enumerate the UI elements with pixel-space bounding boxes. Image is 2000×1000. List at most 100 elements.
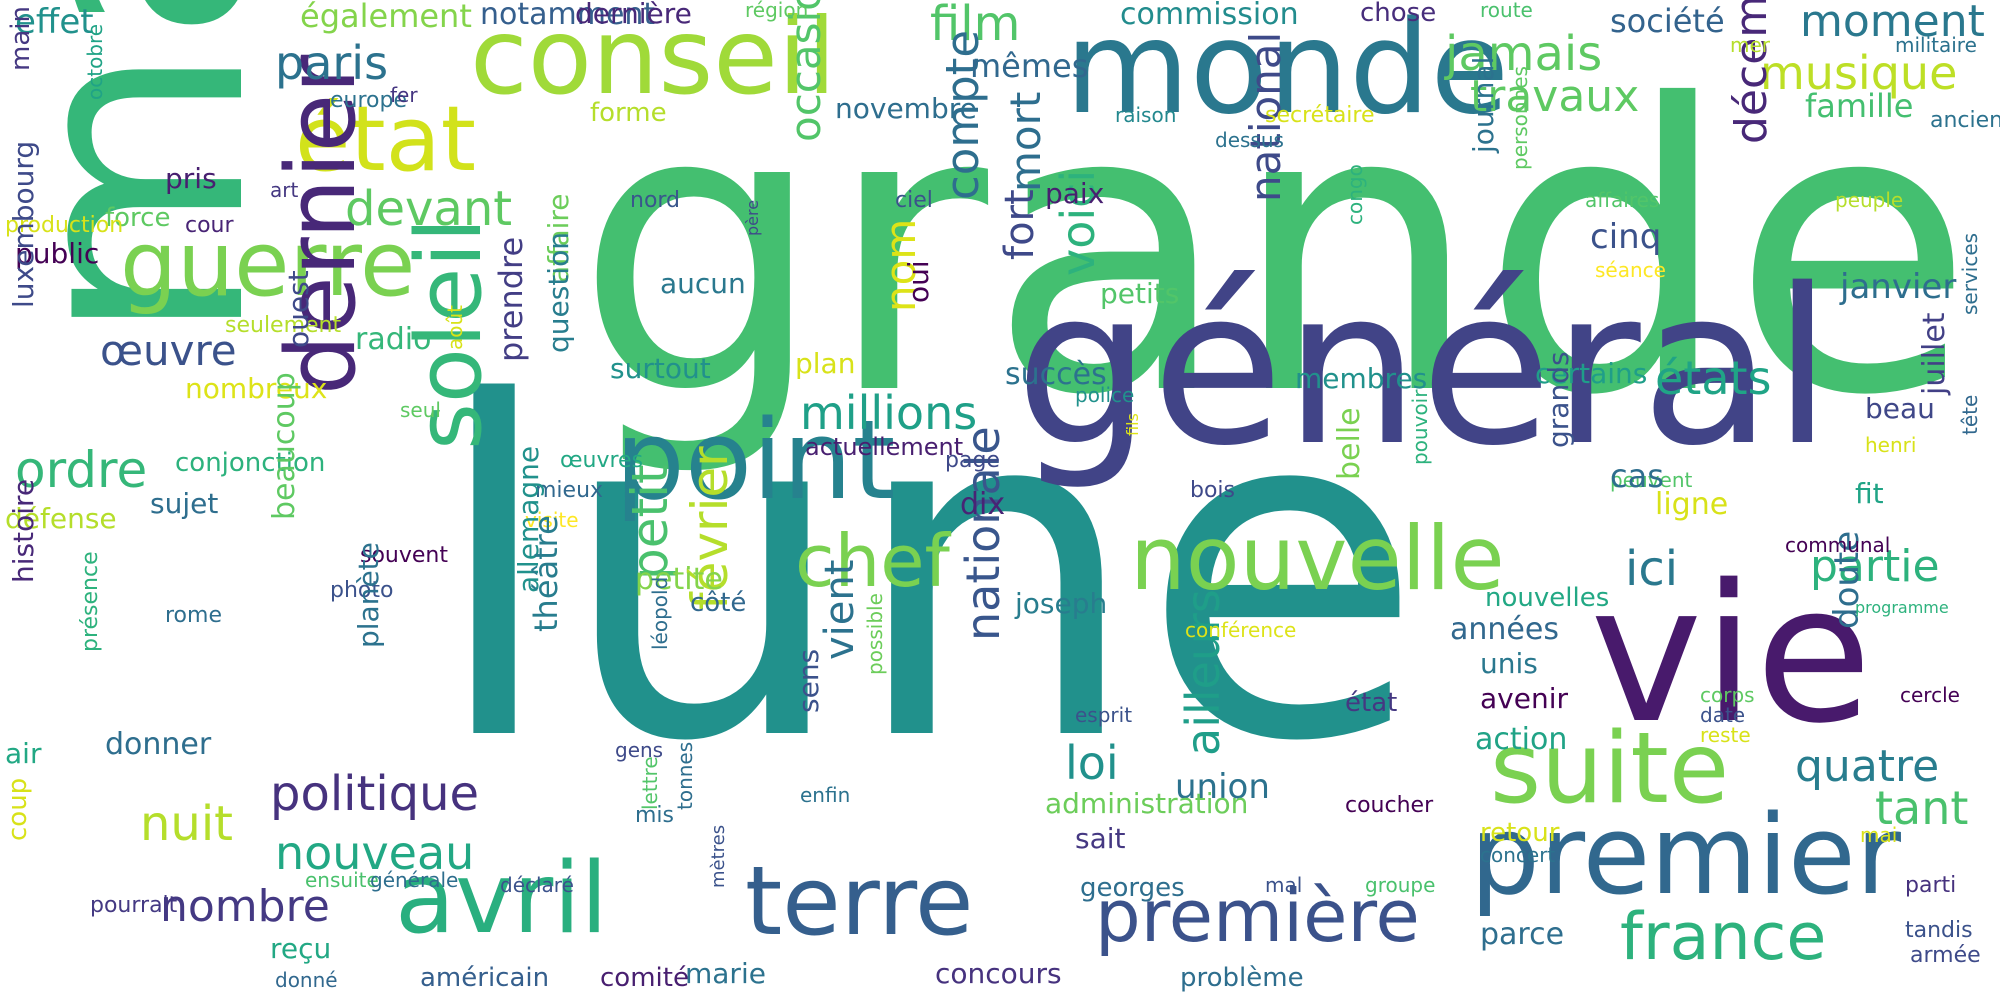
word-ici: ici xyxy=(1625,541,1679,597)
word-defense: défense xyxy=(5,502,117,535)
word-fils: fils xyxy=(1123,413,1142,436)
word-moment: moment xyxy=(1800,0,1985,47)
word-conseil: conseil xyxy=(470,0,837,118)
word-nouvelles: nouvelles xyxy=(1485,583,1610,613)
word-loi: loi xyxy=(1065,736,1119,790)
word-societe: société xyxy=(1610,2,1725,40)
word-avril: avril xyxy=(395,842,608,956)
word-paix: paix xyxy=(1045,177,1105,210)
word-plan: plan xyxy=(795,347,856,380)
word-devant: devant xyxy=(345,181,513,237)
word-tandis: tandis xyxy=(1905,918,1973,943)
word-mis: mis xyxy=(635,803,675,828)
word-possible: possible xyxy=(863,593,887,675)
word-peuvent: peuvent xyxy=(1610,468,1693,492)
word-fit: fit xyxy=(1855,477,1884,510)
word-millions: millions xyxy=(800,386,978,440)
word-programme: programme xyxy=(1855,598,1949,617)
word-affaires: affaires xyxy=(1585,188,1660,212)
word-juillet: juillet xyxy=(1917,312,1952,395)
word-europe: europe xyxy=(330,88,407,113)
word-nuit: nuit xyxy=(140,796,233,852)
word-americain: américain xyxy=(420,963,550,993)
word-mer: mer xyxy=(1730,33,1771,57)
word-sait: sait xyxy=(1075,822,1126,855)
word-date: date xyxy=(1700,703,1746,727)
word-ancien: ancien xyxy=(1930,108,2000,133)
word-tete: tête xyxy=(1958,394,1982,435)
word-reste: reste xyxy=(1700,723,1751,747)
word-leopold: léopold xyxy=(648,576,672,650)
word-air: air xyxy=(5,737,42,770)
word-actuellement: actuellement xyxy=(805,433,964,461)
word-secretaire: secrétaire xyxy=(1265,103,1375,128)
word-main: main xyxy=(6,6,36,71)
word-point: point xyxy=(615,396,896,524)
word-beau: beau xyxy=(1865,392,1935,425)
word-belle: belle xyxy=(1332,407,1367,480)
word-membres: membres xyxy=(1295,362,1428,395)
word-nombreux: nombreux xyxy=(185,372,328,405)
word-ligne: ligne xyxy=(1655,487,1729,522)
word-oeuvre: œuvre xyxy=(100,326,237,375)
word-groupe: groupe xyxy=(1365,873,1436,897)
word-oeuvres: œuvres xyxy=(560,448,644,473)
word-derniere: dernière xyxy=(575,0,692,30)
word-sens: sens xyxy=(792,648,825,713)
word-famille: famille xyxy=(1805,87,1914,125)
word-petits: petits xyxy=(1100,277,1180,310)
word-parti: parti xyxy=(1905,873,1957,898)
word-annees: années xyxy=(1450,612,1559,647)
word-cinq: cinq xyxy=(1590,217,1662,257)
word-declare: déclaré xyxy=(500,873,574,897)
word-production: production xyxy=(5,213,124,238)
word-personnes: personnes xyxy=(1508,66,1532,170)
word-ciel: ciel xyxy=(895,188,933,213)
word-sujet: sujet xyxy=(150,487,219,520)
word-paris: paris xyxy=(275,36,389,90)
word-esprit: esprit xyxy=(1075,703,1133,727)
word-tant: tant xyxy=(1875,781,1969,835)
word-unis: unis xyxy=(1480,647,1538,680)
word-marie: marie xyxy=(685,957,766,990)
word-art: art xyxy=(270,178,299,202)
word-tonnes: tonnes xyxy=(673,741,697,810)
word-ouest: ouest xyxy=(282,270,315,348)
word-retour: retour xyxy=(1480,818,1560,848)
word-nouveau: nouveau xyxy=(275,826,475,880)
word-dessus: dessus xyxy=(1215,128,1284,152)
word-seance: séance xyxy=(1595,258,1666,282)
word-france: france xyxy=(1620,900,1827,975)
word-oui: oui xyxy=(902,260,935,303)
word-succes: succès xyxy=(1005,357,1107,392)
word-seul: seul xyxy=(400,398,441,422)
word-surtout: surtout xyxy=(610,352,711,385)
word-monde: monde xyxy=(1065,0,1510,143)
word-vient: vient xyxy=(817,559,863,660)
word-musique: musique xyxy=(1760,46,1958,100)
word-ailleurs: ailleurs xyxy=(1176,589,1230,756)
word-guerre: guerre xyxy=(120,212,416,317)
word-concours: concours xyxy=(935,957,1062,990)
word-fort: fort xyxy=(997,189,1043,260)
word-coup: coup xyxy=(3,777,33,841)
word-general: général xyxy=(1015,242,1833,493)
word-chef: chef xyxy=(795,519,950,603)
word-suite: suite xyxy=(1490,712,1730,826)
word-ordre: ordre xyxy=(15,441,148,499)
word-lettre: lettre xyxy=(638,756,662,810)
word-fer: fer xyxy=(390,83,418,107)
word-dix: dix xyxy=(960,487,1006,522)
word-raison: raison xyxy=(1115,103,1177,127)
word-journal: journal xyxy=(1467,56,1500,153)
word-peuple: peuple xyxy=(1835,188,1904,212)
word-cercle: cercle xyxy=(1900,683,1960,707)
word-lune: lune xyxy=(430,307,1424,842)
word-prendre: prendre xyxy=(492,236,530,362)
word-donne: donné xyxy=(275,968,338,992)
word-joseph: joseph xyxy=(1015,587,1108,620)
word-nombre: nombre xyxy=(160,881,330,932)
word-mieux: mieux xyxy=(535,478,604,503)
word-rome: rome xyxy=(165,603,222,628)
